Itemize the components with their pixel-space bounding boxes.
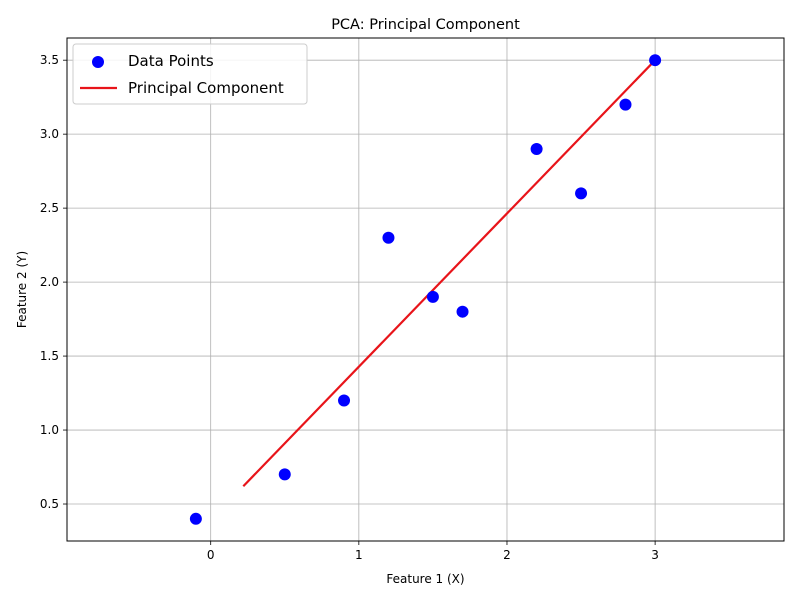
data-point	[426, 290, 439, 303]
data-point	[278, 468, 291, 481]
y-axis-label: Feature 2 (Y)	[15, 251, 29, 328]
legend-label-data-points: Data Points	[128, 52, 214, 70]
x-axis-label: Feature 1 (X)	[386, 572, 464, 586]
data-point	[189, 512, 202, 525]
y-tick-label: 2.5	[40, 201, 59, 215]
y-tick-label: 1.5	[40, 349, 59, 363]
grid	[67, 38, 784, 541]
data-point	[382, 231, 395, 244]
y-tick-label: 3.5	[40, 53, 59, 67]
y-tick-label: 3.0	[40, 127, 59, 141]
principal-component-line	[242, 59, 656, 488]
data-point	[619, 98, 632, 111]
y-tick-label: 2.0	[40, 275, 59, 289]
data-point	[530, 142, 543, 155]
x-tick-label: 3	[651, 548, 659, 562]
data-point	[338, 394, 351, 407]
legend-label-principal-component: Principal Component	[128, 79, 284, 97]
y-tick-label: 1.0	[40, 423, 59, 437]
data-point	[456, 305, 469, 318]
x-tick-label: 2	[503, 548, 511, 562]
ticks: 0 1 2 3 0.5 1.0 1.5 2.0 2.5 3.0 3.5	[40, 53, 659, 562]
data-point	[649, 54, 662, 67]
y-tick-label: 0.5	[40, 497, 59, 511]
plot-frame	[66, 37, 785, 542]
legend: Data Points Principal Component	[72, 43, 308, 105]
x-tick-label: 0	[207, 548, 215, 562]
legend-marker-data-points	[92, 56, 104, 68]
data-point	[575, 187, 588, 200]
x-tick-label: 1	[355, 548, 363, 562]
legend-box	[72, 43, 308, 105]
chart-title: PCA: Principal Component	[331, 17, 520, 33]
plot-series	[189, 54, 662, 525]
